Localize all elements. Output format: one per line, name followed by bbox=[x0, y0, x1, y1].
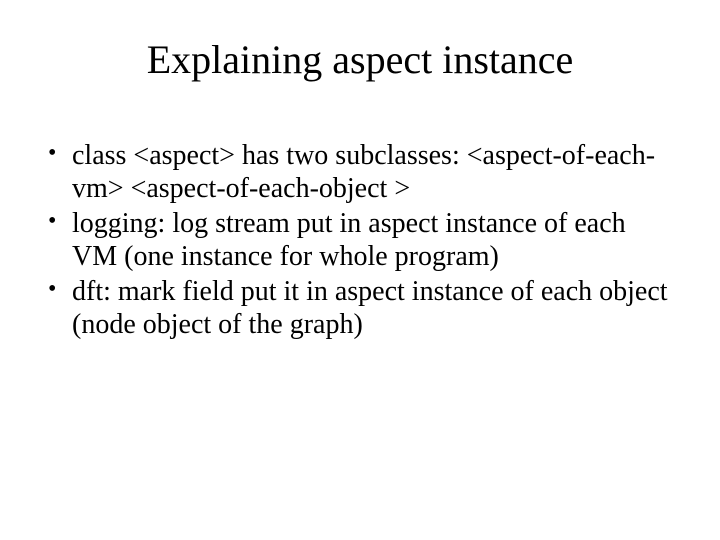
bullet-item: logging: log stream put in aspect instan… bbox=[44, 207, 676, 273]
bullet-list: class <aspect> has two subclasses: <aspe… bbox=[44, 139, 676, 343]
bullet-item: dft: mark field put it in aspect instanc… bbox=[44, 275, 676, 341]
slide-title: Explaining aspect instance bbox=[44, 36, 676, 83]
bullet-item: class <aspect> has two subclasses: <aspe… bbox=[44, 139, 676, 205]
slide: Explaining aspect instance class <aspect… bbox=[0, 0, 720, 540]
